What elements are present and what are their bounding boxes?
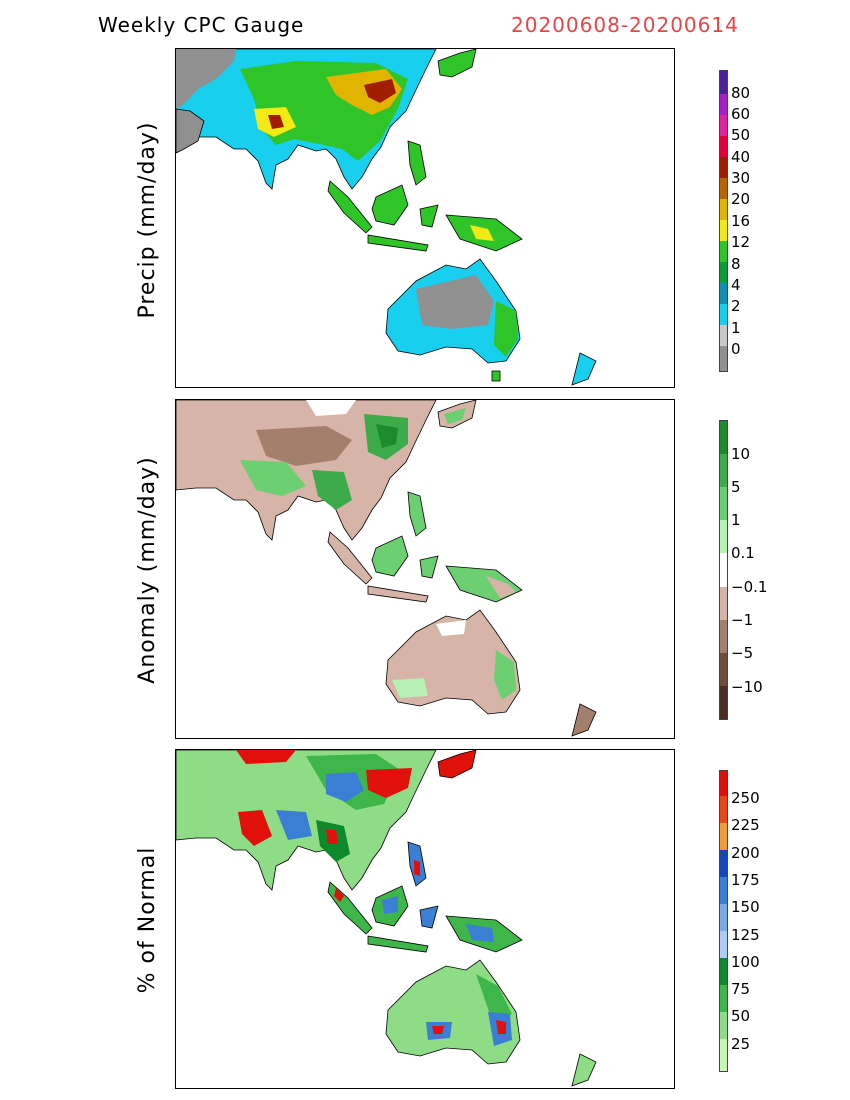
anomaly-tick-label: 1: [731, 511, 741, 529]
precip-colorbar: [719, 70, 728, 372]
anomaly-tick-label: −5: [731, 644, 754, 662]
percent-normal-colorbar: [719, 770, 728, 1072]
anomaly-axis-label: Anomaly (mm/day): [135, 456, 160, 684]
percent-normal-tick-label: 50: [731, 1007, 751, 1025]
anomaly-tick-label: −10: [731, 678, 763, 696]
percent-normal-tick-label: 200: [731, 844, 760, 862]
percent-normal-tick-label: 250: [731, 789, 760, 807]
precip-tick-label: 4: [731, 276, 741, 294]
percent-normal-tick-label: 100: [731, 953, 760, 971]
precip-tick-label: 0: [731, 340, 741, 358]
percent-normal-tick-label: 225: [731, 816, 760, 834]
anomaly-tick-label: −1: [731, 611, 754, 629]
anomaly-tick-label: −0.1: [731, 578, 768, 596]
asia-dry-region: [176, 49, 236, 109]
precip-map-panel: [175, 48, 675, 388]
precip-tick-label: 30: [731, 169, 751, 187]
anomaly-map-panel: [175, 399, 675, 739]
percent-normal-tick-label: 75: [731, 980, 751, 998]
date-range: 20200608-20200614: [511, 13, 739, 37]
anomaly-colorbar: [719, 420, 728, 720]
percent-normal-tick-label: 150: [731, 898, 760, 916]
asia-heavy-rain: [326, 69, 402, 115]
precip-tick-label: 16: [731, 212, 751, 230]
precip-tick-label: 12: [731, 233, 751, 251]
precip-axis-label: Precip (mm/day): [135, 121, 160, 319]
percent-normal-axis-label: % of Normal: [135, 846, 160, 994]
precip-map: [176, 49, 597, 386]
precip-tick-label: 80: [731, 84, 751, 102]
percent-normal-map-panel: [175, 749, 675, 1089]
precip-tick-label: 50: [731, 126, 751, 144]
percent-normal-map: [176, 750, 597, 1087]
anomaly-tick-label: 10: [731, 445, 751, 463]
percent-normal-tick-label: 125: [731, 926, 760, 944]
anomaly-tick-label: 0.1: [731, 544, 755, 562]
anomaly-tick-label: 5: [731, 478, 741, 496]
precip-tick-label: 2: [731, 297, 741, 315]
precip-tick-label: 20: [731, 190, 751, 208]
precip-tick-label: 1: [731, 319, 741, 337]
precip-tick-label: 8: [731, 255, 741, 273]
percent-normal-tick-label: 25: [731, 1035, 751, 1053]
precip-tick-label: 60: [731, 105, 751, 123]
anomaly-map: [176, 400, 597, 737]
percent-normal-tick-label: 175: [731, 871, 760, 889]
precip-tick-label: 40: [731, 148, 751, 166]
chart-title: Weekly CPC Gauge: [98, 13, 305, 37]
